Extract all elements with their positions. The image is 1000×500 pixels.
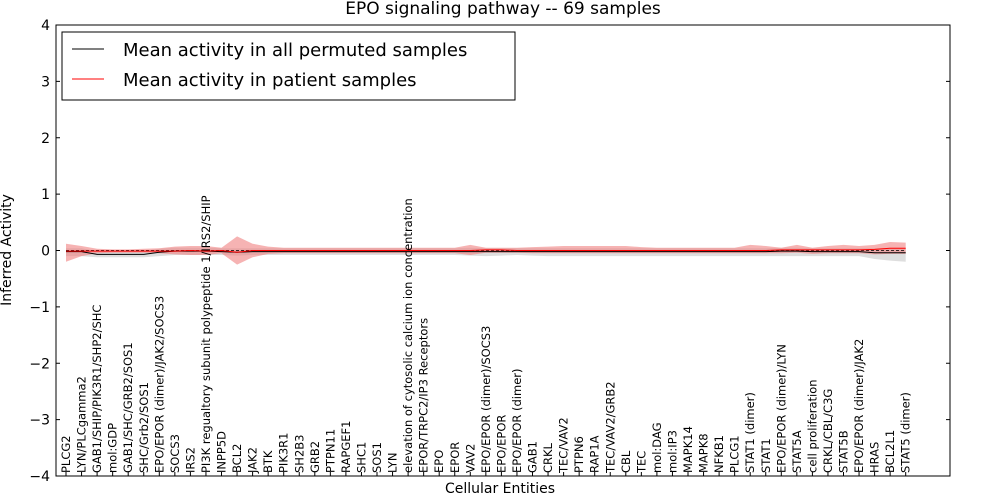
y-tick-label: 4 <box>41 18 50 34</box>
x-category-label: mol:DAG <box>650 422 664 473</box>
x-category-label: MAPK14 <box>681 426 695 473</box>
x-category-label: GAB1/SHC/GRB2/SOS1 <box>121 342 135 473</box>
series-lines <box>66 247 906 255</box>
x-category-label: TEC <box>634 451 648 474</box>
x-category-label: STAT1 (dimer) <box>743 392 757 473</box>
y-tick-label: 3 <box>41 74 50 90</box>
y-tick-label: −4 <box>29 469 50 485</box>
legend-box <box>61 31 516 101</box>
legend-label-permuted: Mean activity in all permuted samples <box>123 40 467 61</box>
x-category-label: PTPN6 <box>572 436 586 473</box>
x-category-label: PTPN11 <box>323 429 337 473</box>
x-category-label: SH2B3 <box>292 435 306 473</box>
y-tick-label: 2 <box>41 131 50 147</box>
x-category-label: BTK <box>261 450 275 473</box>
x-category-label: VAV2 <box>463 444 477 473</box>
x-category-label: SHC1 <box>354 442 368 473</box>
y-axis-label: Inferred Activity <box>0 194 15 306</box>
x-category-label: PIK3R1 <box>277 433 291 474</box>
x-category-label: PI3K regualtory subunit polypeptide 1/IR… <box>199 195 213 473</box>
x-category-label: EPO/EPOR (dimer)/LYN <box>774 344 788 473</box>
x-category-label: mol:GDP <box>106 423 120 473</box>
x-category-label: EPO/EPOR (dimer) <box>510 369 524 474</box>
x-category-label: cell proliferation <box>805 379 819 473</box>
x-category-label: STAT1 <box>759 438 773 473</box>
x-category-label: GAB1 <box>526 441 540 473</box>
x-category-label: EPO/EPOR (dimer)/JAK2 <box>852 339 866 473</box>
x-category-label: STAT5 (dimer) <box>899 392 913 473</box>
y-tick-label: 1 <box>41 187 50 203</box>
x-category-label: INPP5D <box>215 431 229 473</box>
x-category-label: RAP1A <box>588 435 602 473</box>
x-category-label: JAK2 <box>246 447 260 474</box>
x-category-label: TEC/VAV2 <box>557 417 571 474</box>
x-category-label: PLCG2 <box>59 435 73 473</box>
x-category-label: EPO/EPOR (dimer)/JAK2/SOCS3 <box>152 296 166 473</box>
x-category-label: NFKB1 <box>712 435 726 473</box>
x-category-label: IRS2 <box>183 447 197 473</box>
y-tick-label: −3 <box>29 413 50 429</box>
chart-title: EPO signaling pathway -- 69 samples <box>345 0 661 19</box>
x-category-label: LYN <box>386 452 400 473</box>
x-category-label: BCL2 <box>230 444 244 473</box>
legend-label-patient: Mean activity in patient samples <box>123 70 417 91</box>
legend: Mean activity in all permuted samples Me… <box>61 31 516 101</box>
x-category-label: BCL2L1 <box>883 430 897 473</box>
x-category-label: CRKL <box>541 442 555 473</box>
x-category-label: elevation of cytosolic calcium ion conce… <box>401 198 415 473</box>
y-axis-ticks: 4 3 2 1 0 −1 −2 −3 −4 <box>29 18 950 485</box>
x-category-label: mol:IP3 <box>666 430 680 473</box>
x-category-label: CRKL/CBL/C3G <box>821 389 835 473</box>
x-category-label: TEC/VAV2/GRB2 <box>603 381 617 474</box>
x-category-label: SOS1 <box>370 442 384 473</box>
x-category-label: CBL <box>619 450 633 473</box>
y-tick-label: −2 <box>29 356 50 372</box>
x-category-label: GRB2 <box>308 441 322 473</box>
x-axis-category-labels: PLCG2 LYN/PLCgamma2 GAB1/SHIP/PIK3R1/SHP2/… <box>59 195 913 476</box>
x-category-label: MAPK8 <box>697 433 711 473</box>
band-patient <box>66 236 906 265</box>
x-category-label: EPOR <box>448 442 462 473</box>
x-category-label: LYN/PLCgamma2 <box>75 376 89 473</box>
y-tick-label: 0 <box>41 244 50 260</box>
x-category-label: GAB1/SHIP/PIK3R1/SHP2/SHC <box>90 305 104 473</box>
x-axis-label: Cellular Entities <box>445 481 555 497</box>
series-line-patient <box>66 247 906 253</box>
x-category-label: EPO/EPOR <box>494 415 508 473</box>
x-category-label: EPO/EPOR (dimer)/SOCS3 <box>479 326 493 473</box>
x-category-label: RAPGEF1 <box>339 421 353 473</box>
x-category-label: EPOR/TRPC2/IP3 Receptors <box>417 318 431 473</box>
x-category-label: SHC/Grb2/SOS1 <box>137 382 151 473</box>
x-category-label: SOCS3 <box>168 434 182 473</box>
x-category-label: PLCG1 <box>728 435 742 473</box>
x-category-label: STAT5A <box>790 430 804 473</box>
x-category-label: EPO <box>432 450 446 473</box>
x-category-label: HRAS <box>868 442 882 473</box>
x-category-label: STAT5B <box>837 430 851 473</box>
y-tick-label: −1 <box>29 300 50 316</box>
